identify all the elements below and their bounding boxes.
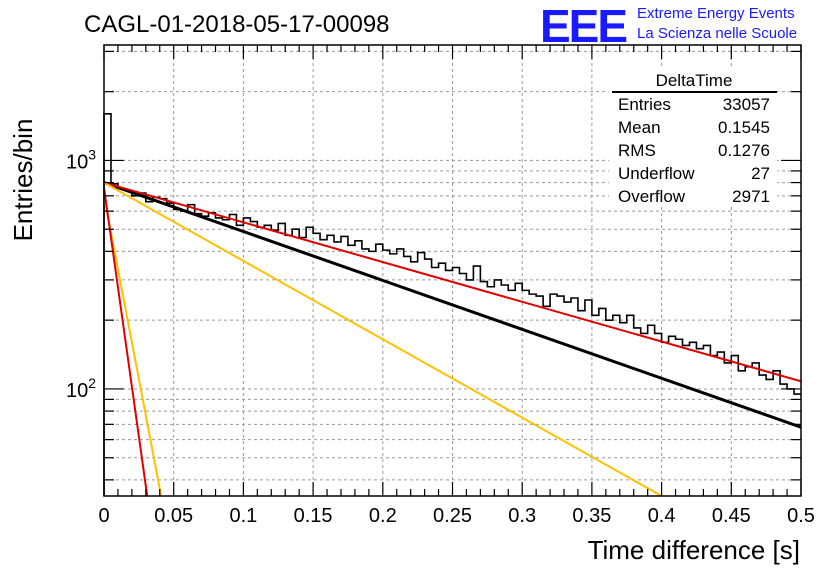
component-line xyxy=(104,187,149,496)
stats-box-bg xyxy=(609,67,777,207)
logo-line-1: Extreme Energy Events xyxy=(637,5,795,22)
component-line xyxy=(104,181,801,383)
grid xyxy=(103,45,802,496)
histogram-bins xyxy=(103,112,801,496)
x-tick-label: 0.1 xyxy=(229,505,257,527)
histogram-outline xyxy=(103,112,801,496)
chart-title: CAGL-01-2018-05-17-00098 xyxy=(84,11,390,38)
component-line xyxy=(104,195,163,496)
x-tick-label: 0.3 xyxy=(508,505,536,527)
stats-value-underflow: 27 xyxy=(751,164,770,183)
stats-value-mean: 0.1545 xyxy=(718,118,770,137)
x-tick-label: 0.35 xyxy=(572,505,611,527)
axes: 0 0.05 0.1 0.15 0.2 0.25 0.3 0.35 0.4 0.45 0.5 102 1… xyxy=(66,44,815,527)
logo-line-2: La Scienza nelle Scuole xyxy=(637,25,797,42)
x-tick-label: 0.4 xyxy=(648,505,676,527)
x-tick-label: 0 xyxy=(98,505,109,527)
stats-label-entries: Entries xyxy=(618,95,671,114)
y-tick-label: 103 xyxy=(66,146,96,173)
stats-label-underflow: Underflow xyxy=(618,164,695,183)
x-tick-label: 0.45 xyxy=(712,505,751,527)
x-tick-label: 0.05 xyxy=(154,505,193,527)
y-axis-title: Entries/bin xyxy=(8,119,38,242)
fit-lines xyxy=(104,181,801,496)
stats-label-overflow: Overflow xyxy=(618,187,686,206)
fit-line xyxy=(104,181,801,429)
x-tick-label: 0.5 xyxy=(787,505,815,527)
x-tick-label: 0.25 xyxy=(433,505,472,527)
stats-value-overflow: 2971 xyxy=(732,187,770,206)
stats-label-mean: Mean xyxy=(618,118,661,137)
x-tick-label: 0.15 xyxy=(294,505,333,527)
eee-logo-mark: EEE xyxy=(540,0,626,52)
stats-value-entries: 33057 xyxy=(723,95,770,114)
x-axis-title: Time difference [s] xyxy=(588,535,800,565)
stats-box-title: DeltaTime xyxy=(656,71,733,90)
stats-value-rms: 0.1276 xyxy=(718,141,770,160)
component-line xyxy=(104,181,663,496)
eee-logo: EEE Extreme Energy Events La Scienza nel… xyxy=(540,0,797,52)
x-tick-label: 0.2 xyxy=(369,505,397,527)
y-tick-label: 102 xyxy=(66,375,96,402)
stats-box: DeltaTime Entries 33057 Mean 0.1545 RMS … xyxy=(609,67,777,207)
stats-label-rms: RMS xyxy=(618,141,656,160)
